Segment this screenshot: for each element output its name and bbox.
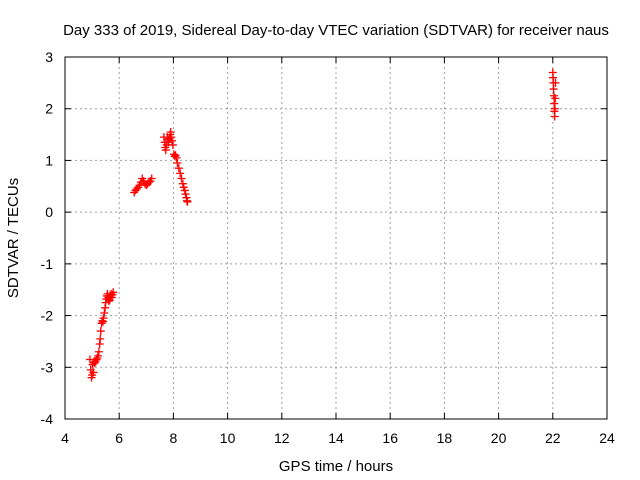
x-tick-label: 20	[491, 430, 507, 446]
data-point	[551, 94, 560, 103]
y-tick-label: 3	[45, 49, 53, 65]
y-tick-label: -1	[41, 256, 54, 272]
data-point	[109, 288, 118, 297]
data-point	[178, 179, 187, 188]
data-point	[550, 112, 559, 121]
data-point	[551, 78, 560, 87]
data-point	[92, 355, 101, 364]
data-point	[173, 159, 182, 168]
data-point	[89, 368, 98, 377]
data-point	[164, 138, 173, 147]
data-point	[172, 153, 181, 162]
data-point	[168, 136, 177, 145]
y-tick-label: 1	[45, 152, 53, 168]
grid-lines	[65, 57, 607, 419]
x-tick-label: 4	[61, 430, 69, 446]
y-tick-label: 2	[45, 101, 53, 117]
data-point	[177, 174, 186, 183]
x-tick-label: 6	[115, 430, 123, 446]
x-tick-label: 16	[382, 430, 398, 446]
data-point	[180, 186, 189, 195]
x-tick-label: 22	[545, 430, 561, 446]
x-tick-label: 18	[437, 430, 453, 446]
x-tick-label: 10	[220, 430, 236, 446]
data-point	[94, 351, 103, 360]
x-axis-label: GPS time / hours	[279, 458, 393, 475]
data-point	[96, 334, 105, 343]
x-tick-label: 24	[599, 430, 615, 446]
data-point	[181, 190, 190, 199]
data-point	[549, 85, 558, 94]
data-point	[100, 308, 109, 317]
y-tick-label: 0	[45, 204, 53, 220]
data-points	[85, 68, 560, 382]
plot-frame	[64, 56, 608, 420]
data-point	[174, 164, 183, 173]
chart-title: Day 333 of 2019, Sidereal Day-to-day VTE…	[63, 22, 609, 39]
data-point	[170, 152, 179, 161]
data-point	[161, 146, 170, 155]
x-tick-label: 14	[328, 430, 344, 446]
data-point	[94, 347, 103, 356]
data-point	[99, 314, 108, 323]
data-point	[550, 99, 559, 108]
data-point	[147, 174, 156, 183]
data-point	[176, 169, 185, 178]
data-point	[96, 327, 105, 336]
y-tick-label: -3	[41, 359, 54, 375]
data-point	[168, 140, 177, 149]
y-axis-label: SDTVAR / TECUs	[5, 178, 22, 298]
y-tick-label: -4	[41, 411, 54, 427]
data-point	[550, 104, 559, 113]
y-tick-label: -2	[41, 308, 54, 324]
x-tick-label: 8	[170, 430, 178, 446]
data-point	[183, 197, 192, 206]
x-tick-label: 12	[274, 430, 290, 446]
data-point	[167, 133, 176, 142]
